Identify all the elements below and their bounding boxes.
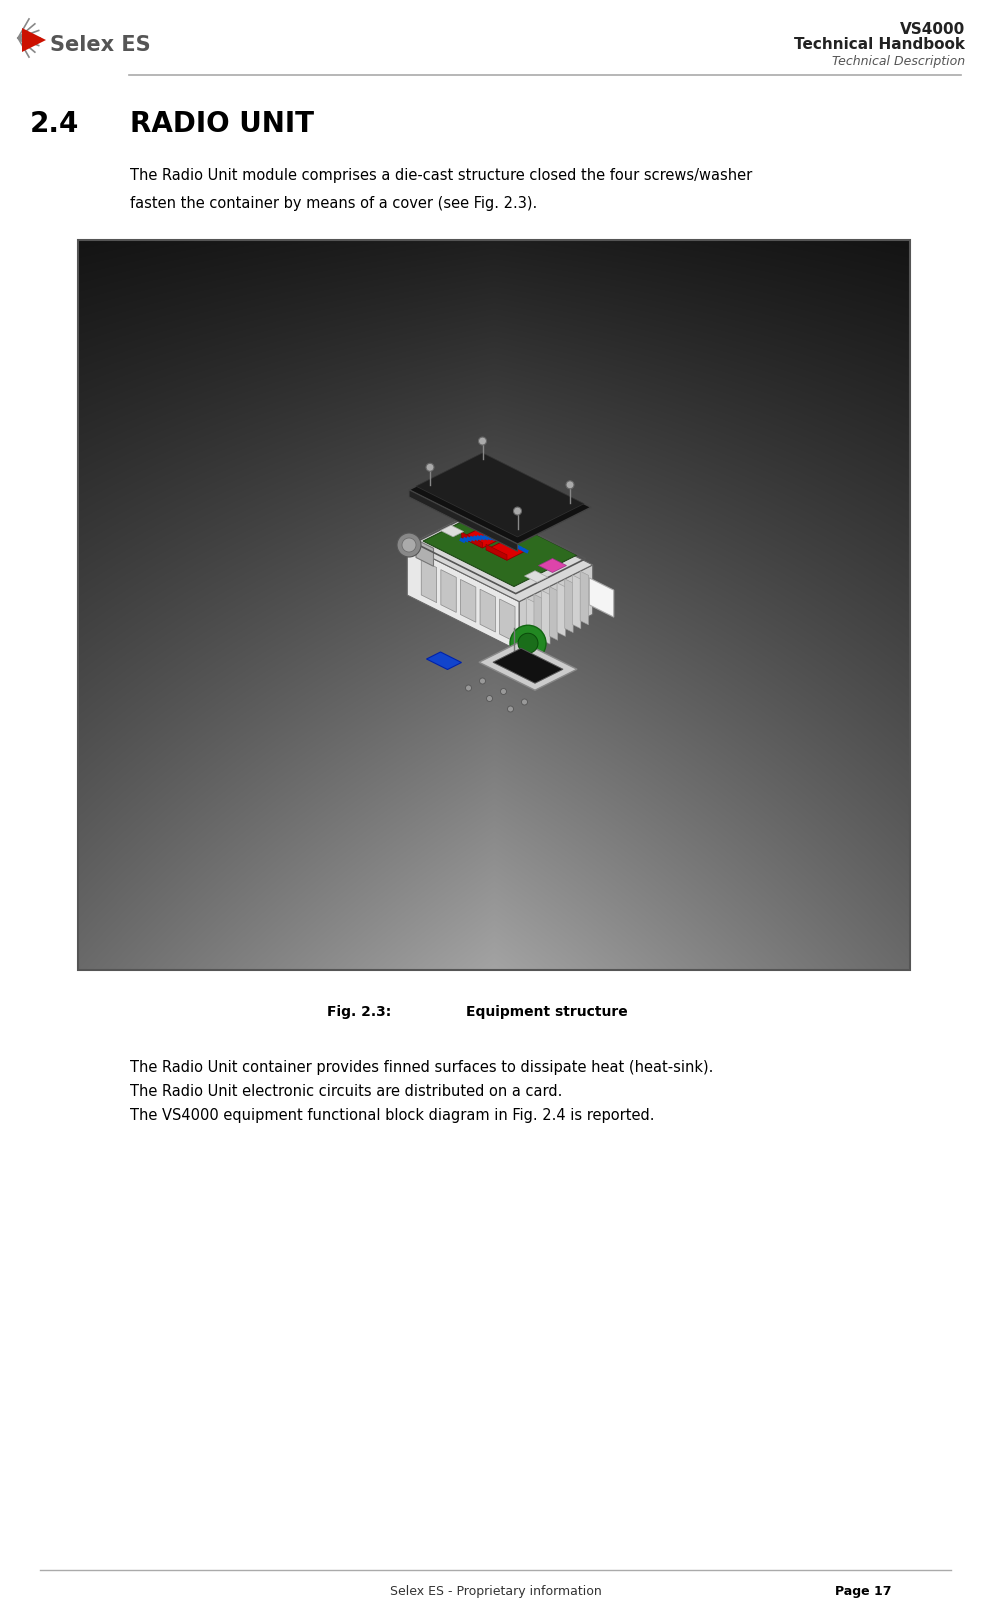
Polygon shape <box>480 589 496 633</box>
Text: 2.4: 2.4 <box>30 110 79 138</box>
Circle shape <box>513 508 521 516</box>
Text: Selex ES - Proprietary information: Selex ES - Proprietary information <box>389 1585 602 1598</box>
Circle shape <box>402 539 416 551</box>
Polygon shape <box>573 576 581 629</box>
Circle shape <box>480 678 486 684</box>
Polygon shape <box>441 526 464 537</box>
Text: The VS4000 equipment functional block diagram in Fig. 2.4 is reported.: The VS4000 equipment functional block di… <box>130 1108 654 1122</box>
Polygon shape <box>441 569 456 613</box>
Circle shape <box>466 684 472 691</box>
Circle shape <box>521 699 527 706</box>
Polygon shape <box>416 540 433 566</box>
Polygon shape <box>461 579 476 623</box>
Polygon shape <box>590 577 613 616</box>
Text: Equipment structure: Equipment structure <box>466 1006 627 1019</box>
Polygon shape <box>519 564 593 650</box>
Text: fasten the container by means of a cover (see Fig. 2.3).: fasten the container by means of a cover… <box>130 196 537 211</box>
Polygon shape <box>407 545 519 650</box>
Polygon shape <box>549 587 558 641</box>
Polygon shape <box>22 28 46 52</box>
Circle shape <box>500 688 506 694</box>
Polygon shape <box>534 594 542 647</box>
Polygon shape <box>526 599 535 652</box>
Polygon shape <box>462 529 500 548</box>
Polygon shape <box>416 453 584 537</box>
Circle shape <box>426 464 434 472</box>
Polygon shape <box>557 582 566 636</box>
Text: The Radio Unit module comprises a die-cast structure closed the four screws/wash: The Radio Unit module comprises a die-ca… <box>130 169 752 183</box>
Polygon shape <box>407 509 593 602</box>
Polygon shape <box>462 532 483 548</box>
Text: The Radio Unit container provides finned surfaces to dissipate heat (heat-sink).: The Radio Unit container provides finned… <box>130 1061 714 1075</box>
Circle shape <box>566 480 574 488</box>
Bar <box>78 240 910 970</box>
Polygon shape <box>565 579 573 633</box>
Text: RADIO UNIT: RADIO UNIT <box>130 110 314 138</box>
Polygon shape <box>486 542 524 560</box>
Circle shape <box>397 534 421 556</box>
Polygon shape <box>542 590 550 644</box>
Text: Selex ES: Selex ES <box>50 36 151 55</box>
Text: The Radio Unit electronic circuits are distributed on a card.: The Radio Unit electronic circuits are d… <box>130 1083 562 1100</box>
Circle shape <box>518 633 538 654</box>
Circle shape <box>487 696 493 701</box>
Polygon shape <box>538 558 567 573</box>
Polygon shape <box>423 509 577 587</box>
Polygon shape <box>499 599 515 642</box>
Text: Fig. 2.3:: Fig. 2.3: <box>327 1006 391 1019</box>
Polygon shape <box>493 649 563 683</box>
Polygon shape <box>426 652 462 670</box>
Polygon shape <box>486 545 507 560</box>
Polygon shape <box>580 571 589 624</box>
Text: Technical Handbook: Technical Handbook <box>794 37 965 52</box>
Polygon shape <box>409 490 517 551</box>
Text: Technical Description: Technical Description <box>831 55 965 68</box>
Text: Page 17: Page 17 <box>835 1585 892 1598</box>
Text: VS4000: VS4000 <box>900 23 965 37</box>
Circle shape <box>507 706 513 712</box>
Polygon shape <box>479 641 577 691</box>
Polygon shape <box>524 571 548 582</box>
Polygon shape <box>421 560 437 603</box>
Circle shape <box>510 624 546 662</box>
Polygon shape <box>409 453 591 543</box>
Circle shape <box>479 436 487 444</box>
